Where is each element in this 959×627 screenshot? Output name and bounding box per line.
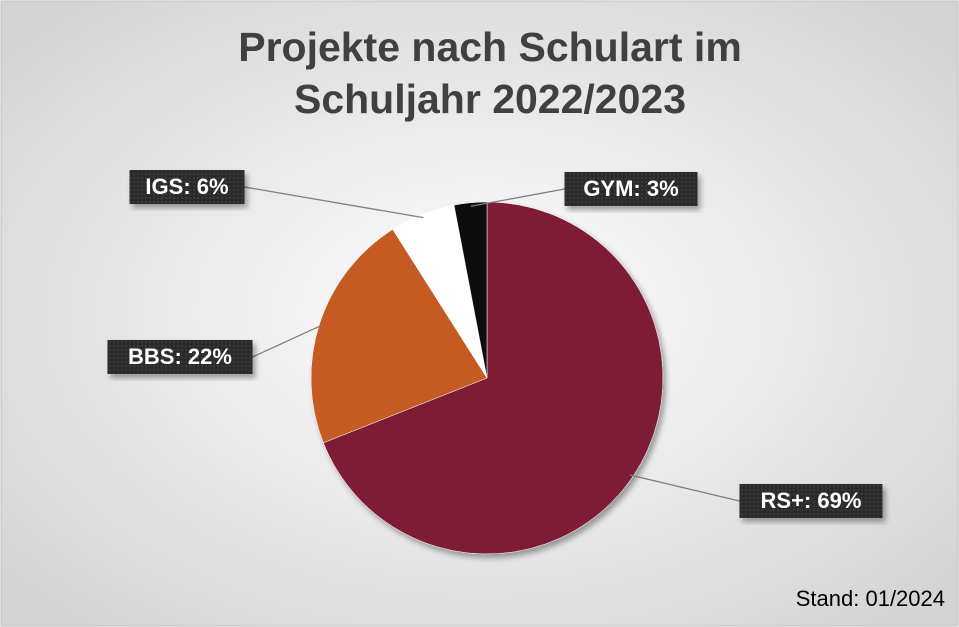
pie-slice xyxy=(310,229,488,444)
leader-line xyxy=(252,324,324,358)
data-label: IGS: 6% xyxy=(145,174,228,199)
note: Stand: 01/2024 xyxy=(796,586,945,611)
label-box xyxy=(739,484,883,518)
label-box xyxy=(564,172,698,206)
pie-slice xyxy=(323,201,664,555)
label-box xyxy=(107,340,253,374)
leader-line xyxy=(470,188,565,207)
leader-line xyxy=(244,186,424,219)
data-label: RS+: 69% xyxy=(761,488,862,513)
chart-title: Schuljahr 2022/2023 xyxy=(294,76,686,122)
chart-title: Projekte nach Schulart im xyxy=(238,24,742,70)
data-label: BBS: 22% xyxy=(128,344,232,369)
label-box xyxy=(129,170,245,204)
leader-line xyxy=(629,474,740,502)
pie xyxy=(310,201,664,555)
pie-slice xyxy=(453,201,488,379)
data-label: GYM: 3% xyxy=(583,176,678,201)
